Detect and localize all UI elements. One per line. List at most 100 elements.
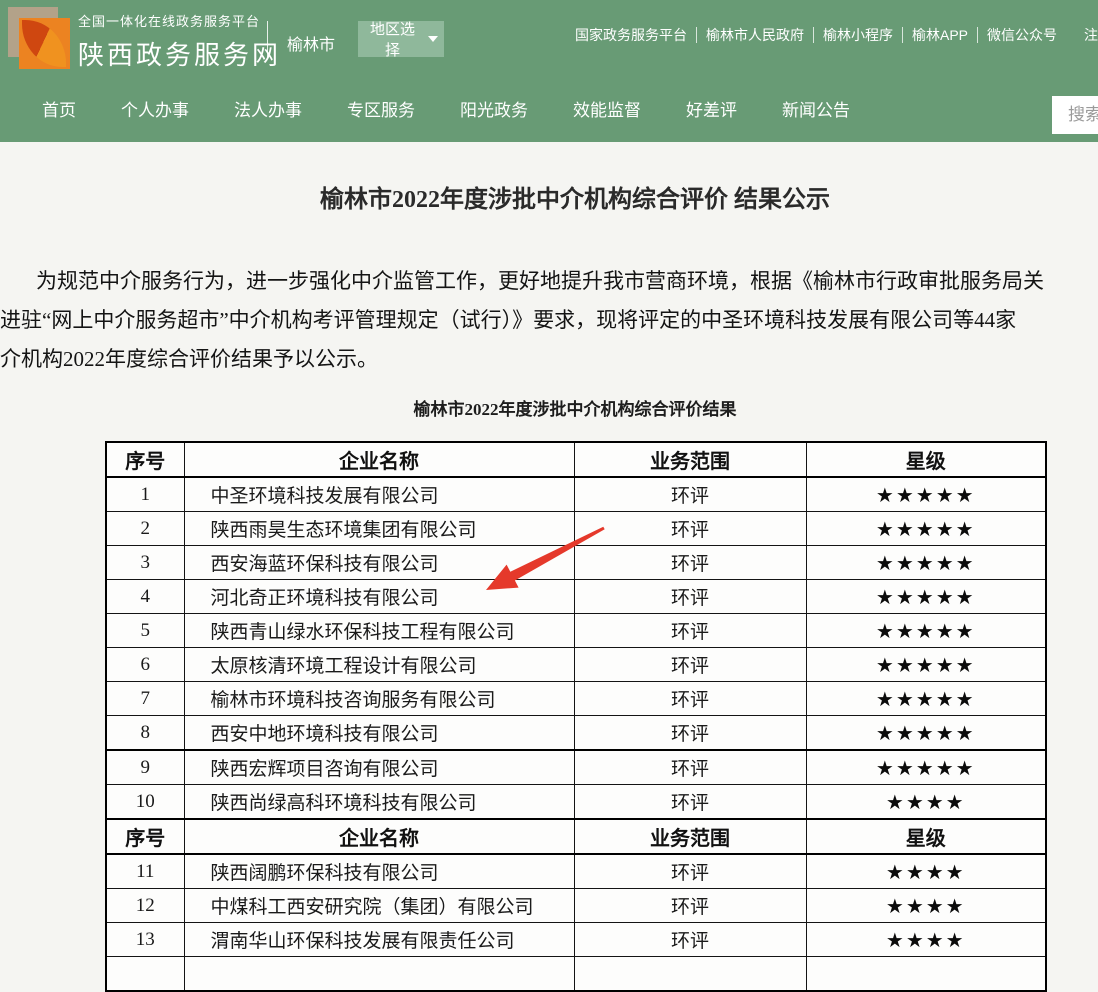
col-header-name: 企业名称 [183,818,575,855]
brand-block: 全国一体化在线政务服务平台 陕西政务服务网 [78,11,281,72]
paragraph-line: 为规范中介服务行为，进一步强化中介监管工作，更好地提升我市营商环境，根据《榆林市… [36,269,1044,293]
cell-company-name: 中圣环境科技发展有限公司 [183,476,575,512]
cell-no: 5 [105,613,185,648]
nav-item-personal[interactable]: 个人办事 [121,101,189,120]
cell-company-name: 太原核清环境工程设计有限公司 [183,647,575,682]
cell-star-rating: ★★★★★ [805,511,1047,546]
evaluation-table: 序号 企业名称 业务范围 星级 1 中圣环境科技发展有限公司 环评 ★★★★★ … [105,441,1047,992]
link-yulin-gov[interactable]: 榆林市人民政府 [706,27,804,43]
col-header-scope: 业务范围 [573,818,807,855]
table-row: 2 陕西雨昊生态环境集团有限公司 环评 ★★★★★ [105,511,1047,546]
cell-scope: 环评 [573,511,807,546]
cell-star-rating: ★★★★★ [805,476,1047,512]
link-divider [902,27,903,43]
cell-no: 3 [105,545,185,580]
page-title: 榆林市2022年度涉批中介机构综合评价 结果公示 [320,187,830,213]
link-wechat[interactable]: 微信公众号 [987,27,1058,43]
cell-star-rating: ★★★★ [805,784,1047,820]
table-header-row-repeated: 序号 企业名称 业务范围 星级 [105,818,1047,855]
cell-scope: 环评 [573,749,807,785]
cell-no: 13 [105,922,185,957]
nav-item-efficiency[interactable]: 效能监督 [573,101,641,120]
chevron-down-icon [428,36,438,42]
cell-scope: 环评 [573,715,807,751]
cell-company-name: 陕西阔鹏环保科技有限公司 [183,853,575,889]
register-link[interactable]: 注册 [1084,27,1098,43]
site-header: 全国一体化在线政务服务平台 陕西政务服务网 榆林市 地区选择 国家政务服务平台 … [0,0,1098,75]
search-input[interactable] [1052,96,1098,134]
cell-scope: 环评 [573,784,807,820]
col-header-no: 序号 [105,441,185,478]
nav-item-legal-person[interactable]: 法人办事 [234,101,302,120]
cell-company-name: 西安中地环境科技有限公司 [183,715,575,751]
link-yulin-app[interactable]: 榆林APP [912,27,969,43]
cell-star-rating: ★★★★★ [805,749,1047,785]
cell-no: 7 [105,681,185,716]
cell-scope: 环评 [573,476,807,512]
nav-items: 首页 个人办事 法人办事 专区服务 阳光政务 效能监督 好差评 新闻公告 [42,75,850,142]
link-divider [696,27,697,43]
cell-company-name: 中煤科工西安研究院（集团）有限公司 [183,888,575,923]
cell-scope: 环评 [573,647,807,682]
link-yulin-miniprogram[interactable]: 榆林小程序 [823,27,893,43]
cell-no: 4 [105,579,185,614]
paragraph-line: 进驻“网上中介服务超市”中介机构考评管理规定（试行）》要求，现将评定的中圣环境科… [0,308,1017,332]
cell-no: 2 [105,511,185,546]
cell-scope: 环评 [573,922,807,957]
nav-item-rating[interactable]: 好差评 [686,101,737,120]
cell-no: 9 [105,749,185,785]
cell-star-rating: ★★★★★ [805,647,1047,682]
main-nav: 首页 个人办事 法人办事 专区服务 阳光政务 效能监督 好差评 新闻公告 [0,75,1098,142]
table-row: 3 西安海蓝环保科技有限公司 环评 ★★★★★ [105,545,1047,580]
cell-no: 11 [105,853,185,889]
cell-no: 8 [105,715,185,751]
nav-item-zone-services[interactable]: 专区服务 [347,101,415,120]
cell-company-name: 西安海蓝环保科技有限公司 [183,545,575,580]
table-row: 6 太原核清环境工程设计有限公司 环评 ★★★★★ [105,647,1047,682]
announcement-document: 榆林市2022年度涉批中介机构综合评价 结果公示 为规范中介服务行为，进一步强化… [0,142,1098,992]
cell-scope: 环评 [573,681,807,716]
cell-company-name: 渭南华山环保科技发展有限责任公司 [183,922,575,957]
nav-item-home[interactable]: 首页 [42,101,76,120]
cell-scope: 环评 [573,888,807,923]
table-caption: 榆林市2022年度涉批中介机构综合评价结果 [413,400,737,419]
site-logo[interactable] [8,7,70,69]
table-row: 7 榆林市环境科技咨询服务有限公司 环评 ★★★★★ [105,681,1047,716]
nav-item-news[interactable]: 新闻公告 [782,101,850,120]
cell-star-rating: ★★★★ [805,922,1047,957]
link-divider [977,27,979,43]
cell-no: 6 [105,647,185,682]
col-header-stars: 星级 [805,818,1047,855]
col-header-scope: 业务范围 [573,441,807,478]
table-row-partial [105,956,1047,992]
col-header-no: 序号 [105,818,185,855]
table-row: 10 陕西尚绿高科环境科技有限公司 环评 ★★★★ [105,784,1047,820]
cell-star-rating: ★★★★★ [805,579,1047,614]
cell-star-rating: ★★★★ [805,888,1047,923]
table-row: 5 陕西青山绿水环保科技工程有限公司 环评 ★★★★★ [105,613,1047,648]
cell-no: 1 [105,476,185,512]
table-row: 13 渭南华山环保科技发展有限责任公司 环评 ★★★★ [105,922,1047,957]
brand-divider [267,21,268,59]
table-row: 1 中圣环境科技发展有限公司 环评 ★★★★★ [105,476,1047,512]
table-row: 12 中煤科工西安研究院（集团）有限公司 环评 ★★★★ [105,888,1047,923]
cell-company-name: 榆林市环境科技咨询服务有限公司 [183,681,575,716]
table-row-highlighted: 4 河北奇正环境科技有限公司 环评 ★★★★★ [105,579,1047,614]
nav-item-sunshine-gov[interactable]: 阳光政务 [460,101,528,120]
region-select-label: 地区选择 [369,21,415,59]
cell-star-rating [805,956,1047,992]
link-divider [813,27,814,43]
link-national-platform[interactable]: 国家政务服务平台 [575,27,687,43]
cell-scope: 环评 [573,613,807,648]
col-header-stars: 星级 [805,441,1047,478]
cell-company-name: 陕西雨昊生态环境集团有限公司 [183,511,575,546]
cell-scope: 环评 [573,545,807,580]
paragraph-line: 介机构2022年度综合评价结果予以公示。 [0,347,378,371]
cell-star-rating: ★★★★★ [805,613,1047,648]
region-select-button[interactable]: 地区选择 [358,21,444,59]
table-row: 11 陕西阔鹏环保科技有限公司 环评 ★★★★ [105,853,1047,889]
table-row: 8 西安中地环境科技有限公司 环评 ★★★★★ [105,715,1047,751]
cell-scope [573,956,807,992]
cell-no [105,956,185,992]
